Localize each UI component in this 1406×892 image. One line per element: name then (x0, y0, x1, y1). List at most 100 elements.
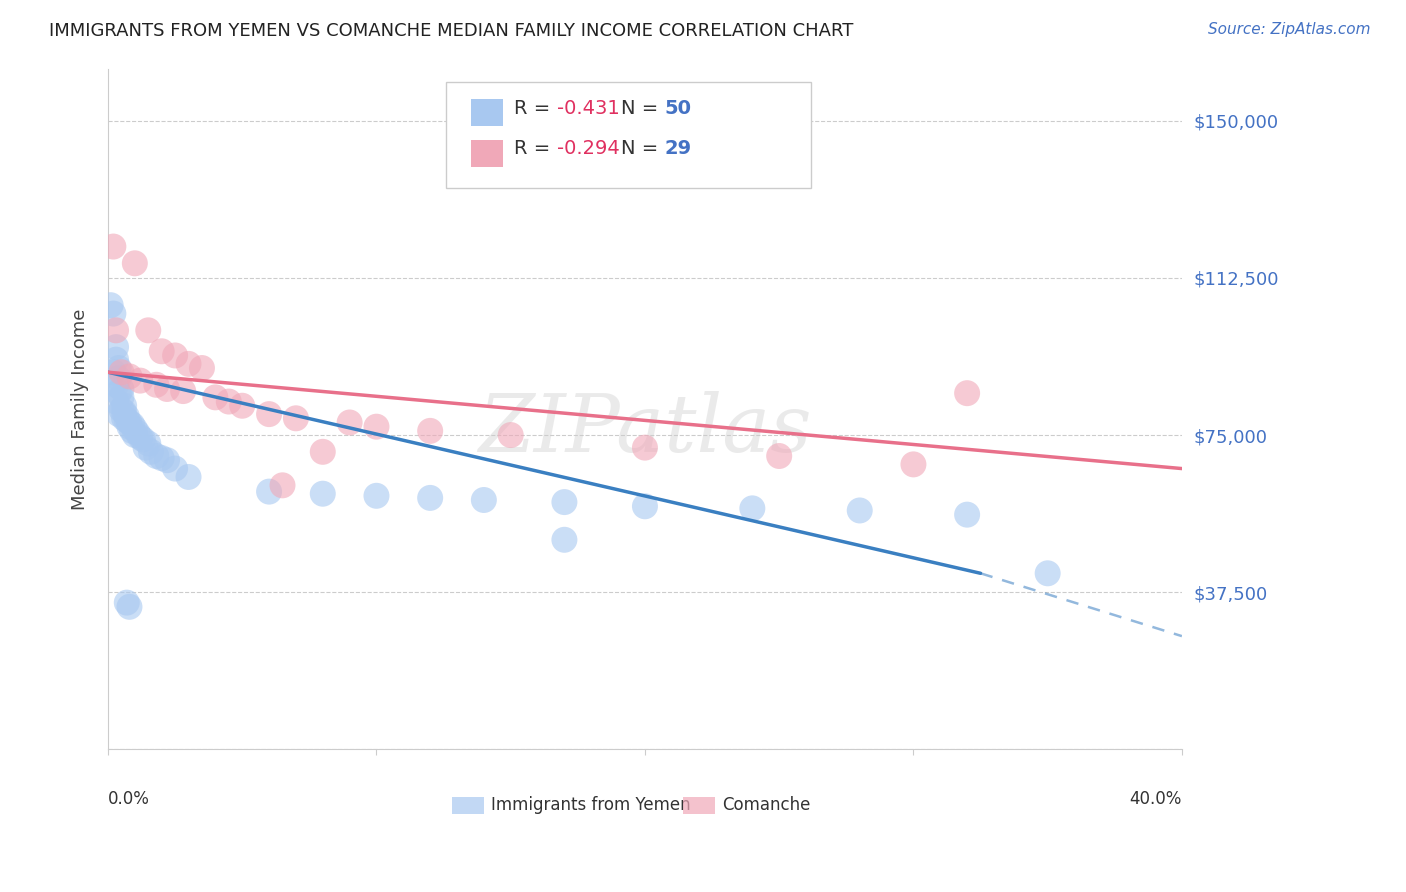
FancyBboxPatch shape (471, 99, 503, 127)
Text: ZIPatlas: ZIPatlas (478, 391, 811, 468)
Point (165, 349, 187, 363)
Text: IMMIGRANTS FROM YEMEN VS COMANCHE MEDIAN FAMILY INCOME CORRELATION CHART: IMMIGRANTS FROM YEMEN VS COMANCHE MEDIAN… (49, 22, 853, 40)
Point (115, 596, 138, 610)
Point (110, 403, 132, 417)
Text: -0.294: -0.294 (557, 139, 620, 159)
Point (366, 419, 388, 434)
Point (124, 428, 146, 442)
Point (956, 508, 979, 522)
Point (118, 369, 141, 384)
FancyBboxPatch shape (451, 797, 484, 814)
Point (156, 382, 179, 396)
Point (218, 394, 240, 409)
Point (127, 425, 149, 440)
Point (100, 298, 122, 312)
Point (107, 386, 129, 401)
Point (150, 344, 173, 359)
FancyBboxPatch shape (471, 140, 503, 167)
Point (112, 405, 135, 419)
Point (139, 445, 162, 459)
Point (124, 422, 146, 436)
Point (165, 461, 187, 475)
Text: 40.0%: 40.0% (1129, 790, 1182, 808)
FancyBboxPatch shape (446, 82, 811, 187)
Text: 50: 50 (664, 98, 692, 118)
Point (312, 445, 335, 459)
Point (105, 323, 128, 337)
Point (312, 486, 335, 500)
FancyBboxPatch shape (682, 797, 714, 814)
Point (105, 352, 128, 367)
Text: N =: N = (621, 98, 665, 118)
Point (118, 419, 141, 434)
Point (848, 503, 870, 517)
Point (419, 424, 441, 438)
Point (956, 386, 979, 401)
Point (257, 484, 280, 499)
Text: R =: R = (515, 139, 557, 159)
Point (741, 501, 763, 516)
Point (177, 470, 200, 484)
Point (145, 377, 167, 392)
Point (366, 489, 388, 503)
Point (110, 382, 132, 396)
Point (903, 458, 925, 472)
Point (110, 365, 132, 379)
Point (103, 365, 125, 379)
Point (136, 323, 159, 337)
Point (135, 441, 157, 455)
Point (472, 493, 495, 508)
Text: N =: N = (621, 139, 665, 159)
Point (499, 428, 522, 442)
Point (103, 239, 125, 253)
Point (553, 495, 575, 509)
Point (132, 432, 155, 446)
Y-axis label: Median Family Income: Median Family Income (72, 309, 89, 509)
Point (112, 411, 135, 425)
Text: Immigrants from Yemen: Immigrants from Yemen (491, 796, 690, 814)
Text: R =: R = (515, 98, 557, 118)
Point (553, 533, 575, 547)
Point (118, 416, 141, 430)
Text: -0.431: -0.431 (557, 98, 620, 118)
Point (121, 424, 143, 438)
Text: Comanche: Comanche (723, 796, 811, 814)
Point (634, 500, 657, 514)
Text: 29: 29 (664, 139, 692, 159)
Point (191, 361, 214, 376)
Point (172, 384, 194, 398)
Point (112, 399, 135, 413)
Point (115, 409, 138, 424)
Point (150, 451, 173, 466)
Point (634, 441, 657, 455)
Point (129, 430, 152, 444)
Point (118, 599, 141, 614)
Point (107, 407, 129, 421)
Point (105, 377, 128, 392)
Point (419, 491, 441, 505)
Point (177, 357, 200, 371)
Point (129, 374, 152, 388)
Text: Source: ZipAtlas.com: Source: ZipAtlas.com (1208, 22, 1371, 37)
Point (136, 436, 159, 450)
Point (105, 340, 128, 354)
Point (107, 361, 129, 376)
Point (124, 256, 146, 270)
Point (284, 411, 307, 425)
Point (110, 390, 132, 404)
Point (271, 478, 294, 492)
Point (339, 416, 361, 430)
Point (105, 394, 128, 409)
Point (121, 417, 143, 432)
Point (231, 399, 253, 413)
Text: 0.0%: 0.0% (108, 790, 150, 808)
Point (107, 371, 129, 385)
Point (145, 449, 167, 463)
Point (204, 390, 226, 404)
Point (257, 407, 280, 421)
Point (768, 449, 790, 463)
Point (115, 413, 138, 427)
Point (103, 307, 125, 321)
Point (156, 453, 179, 467)
Point (1036, 566, 1059, 581)
